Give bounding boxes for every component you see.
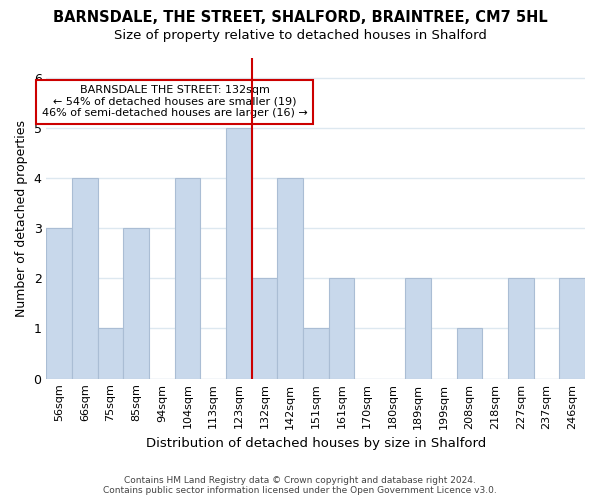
Bar (46, 228, 72, 378)
X-axis label: Distribution of detached houses by size in Shalford: Distribution of detached houses by size … (146, 437, 486, 450)
Bar (226, 128, 251, 378)
Bar (559, 278, 585, 378)
Bar (303, 328, 329, 378)
Bar (457, 328, 482, 378)
Text: BARNSDALE THE STREET: 132sqm
← 54% of detached houses are smaller (19)
46% of se: BARNSDALE THE STREET: 132sqm ← 54% of de… (42, 85, 308, 118)
Text: Contains HM Land Registry data © Crown copyright and database right 2024.
Contai: Contains HM Land Registry data © Crown c… (103, 476, 497, 495)
Text: Size of property relative to detached houses in Shalford: Size of property relative to detached ho… (113, 29, 487, 42)
Bar (277, 178, 303, 378)
Bar (406, 278, 431, 378)
Bar (175, 178, 200, 378)
Bar (508, 278, 534, 378)
Bar (251, 278, 277, 378)
Text: BARNSDALE, THE STREET, SHALFORD, BRAINTREE, CM7 5HL: BARNSDALE, THE STREET, SHALFORD, BRAINTR… (53, 10, 547, 25)
Bar (124, 228, 149, 378)
Bar (72, 178, 98, 378)
Y-axis label: Number of detached properties: Number of detached properties (15, 120, 28, 316)
Bar (98, 328, 124, 378)
Bar (329, 278, 354, 378)
